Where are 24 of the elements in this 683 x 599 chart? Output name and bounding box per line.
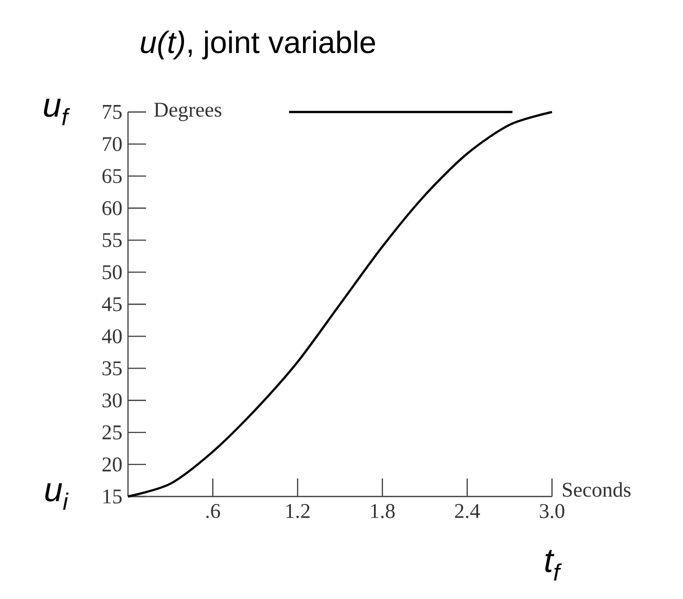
text: u$_{f}$: [44, 98, 70, 126]
y-tick-label: 35: [102, 361, 122, 376]
x-axis-title: Seconds: [562, 482, 631, 497]
y-tick-label: 40: [102, 329, 122, 344]
x-tick-label: 2.4: [455, 504, 480, 518]
y-tick-label: 55: [102, 233, 122, 248]
y-tick-label: 45: [102, 297, 122, 312]
y-tick-label: 15: [103, 489, 122, 504]
x-tick-label: 3.0: [540, 504, 564, 518]
x-tick-label: .6: [206, 504, 220, 518]
y-tick-label: 70: [102, 136, 122, 152]
y-tick-label: 65: [102, 169, 122, 184]
y-tick-label: 60: [102, 201, 122, 216]
y-tick-label: 25: [102, 425, 122, 440]
x-tick-label: 1.8: [371, 504, 395, 518]
y-tick-label: 20: [102, 457, 122, 472]
text: t$_{f}$: [545, 550, 562, 581]
text: u$_{i}$: [45, 483, 69, 510]
y-tick-label: 75: [102, 105, 122, 119]
y-tick-label: 30: [102, 393, 122, 408]
chart-title: u(t), joint variable: [140, 30, 376, 60]
y-tick-label: 50: [102, 265, 122, 280]
y-axis-title: Degrees: [154, 102, 222, 122]
x-tick-label: 1.2: [286, 504, 310, 518]
